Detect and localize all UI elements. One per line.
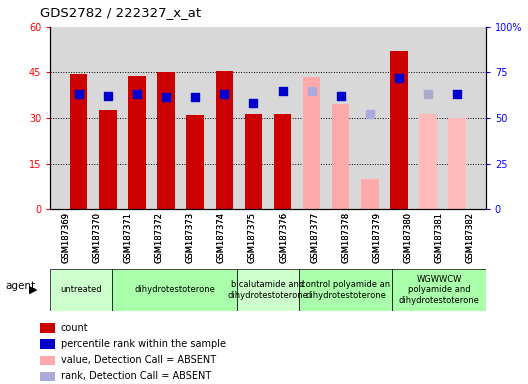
Text: WGWWCW
polyamide and
dihydrotestoterone: WGWWCW polyamide and dihydrotestoterone bbox=[399, 275, 479, 305]
Bar bbox=[112, 269, 237, 311]
Bar bbox=[128, 76, 146, 209]
Text: GSM187380: GSM187380 bbox=[403, 212, 412, 263]
Bar bbox=[303, 77, 320, 209]
Text: GSM187379: GSM187379 bbox=[372, 212, 381, 263]
Text: GSM187378: GSM187378 bbox=[341, 212, 350, 263]
Text: GSM187377: GSM187377 bbox=[310, 212, 319, 263]
Text: control polyamide an
dihydrotestoterone: control polyamide an dihydrotestoterone bbox=[301, 280, 390, 300]
Text: percentile rank within the sample: percentile rank within the sample bbox=[61, 339, 226, 349]
Bar bbox=[332, 104, 350, 209]
Point bbox=[191, 94, 200, 100]
Text: GSM187373: GSM187373 bbox=[186, 212, 195, 263]
Point bbox=[336, 93, 345, 99]
Point bbox=[278, 88, 287, 94]
Text: ▶: ▶ bbox=[29, 285, 37, 295]
Text: GSM187382: GSM187382 bbox=[466, 212, 475, 263]
Text: GSM187372: GSM187372 bbox=[155, 212, 164, 263]
Text: GSM187376: GSM187376 bbox=[279, 212, 288, 263]
Bar bbox=[390, 51, 408, 209]
Text: GSM187376: GSM187376 bbox=[279, 212, 288, 263]
Point bbox=[74, 91, 83, 98]
Bar bbox=[70, 74, 88, 209]
Text: rank, Detection Call = ABSENT: rank, Detection Call = ABSENT bbox=[61, 371, 211, 381]
Bar bbox=[99, 111, 117, 209]
Bar bbox=[50, 269, 112, 311]
Point bbox=[162, 94, 170, 100]
Text: GDS2782 / 222327_x_at: GDS2782 / 222327_x_at bbox=[40, 6, 201, 19]
Text: value, Detection Call = ABSENT: value, Detection Call = ABSENT bbox=[61, 355, 216, 365]
Text: count: count bbox=[61, 323, 88, 333]
Text: GSM187378: GSM187378 bbox=[341, 212, 350, 263]
Bar bbox=[274, 114, 291, 209]
Text: GSM187375: GSM187375 bbox=[248, 212, 257, 263]
Text: GSM187380: GSM187380 bbox=[403, 212, 412, 263]
Bar bbox=[419, 114, 437, 209]
Text: GSM187377: GSM187377 bbox=[310, 212, 319, 263]
Text: GSM187381: GSM187381 bbox=[435, 212, 444, 263]
Point bbox=[220, 91, 229, 98]
Bar bbox=[448, 118, 466, 209]
Text: agent: agent bbox=[5, 281, 35, 291]
Text: GSM187370: GSM187370 bbox=[92, 212, 101, 263]
Text: untreated: untreated bbox=[61, 285, 102, 295]
Point bbox=[249, 101, 258, 107]
Bar bbox=[392, 269, 486, 311]
Text: GSM187371: GSM187371 bbox=[124, 212, 133, 263]
Text: bicalutamide and
dihydrotestoterone: bicalutamide and dihydrotestoterone bbox=[228, 280, 308, 300]
Text: dihydrotestoterone: dihydrotestoterone bbox=[134, 285, 215, 295]
Text: GSM187369: GSM187369 bbox=[61, 212, 70, 263]
Text: GSM187371: GSM187371 bbox=[124, 212, 133, 263]
Point bbox=[395, 75, 403, 81]
Bar bbox=[215, 71, 233, 209]
Text: GSM187381: GSM187381 bbox=[435, 212, 444, 263]
Text: GSM187374: GSM187374 bbox=[217, 212, 226, 263]
Text: GSM187379: GSM187379 bbox=[372, 212, 381, 263]
Bar bbox=[237, 269, 299, 311]
Text: GSM187374: GSM187374 bbox=[217, 212, 226, 263]
Bar bbox=[299, 269, 392, 311]
Bar bbox=[361, 179, 379, 209]
Point bbox=[133, 91, 141, 98]
Point bbox=[307, 88, 316, 94]
Bar bbox=[157, 73, 175, 209]
Bar bbox=[186, 115, 204, 209]
Text: GSM187370: GSM187370 bbox=[92, 212, 101, 263]
Text: GSM187375: GSM187375 bbox=[248, 212, 257, 263]
Bar bbox=[244, 114, 262, 209]
Point bbox=[103, 93, 112, 99]
Point bbox=[453, 91, 461, 98]
Text: GSM187369: GSM187369 bbox=[61, 212, 70, 263]
Text: GSM187372: GSM187372 bbox=[155, 212, 164, 263]
Text: GSM187382: GSM187382 bbox=[466, 212, 475, 263]
Text: GSM187373: GSM187373 bbox=[186, 212, 195, 263]
Point bbox=[366, 111, 374, 118]
Point bbox=[424, 91, 432, 98]
